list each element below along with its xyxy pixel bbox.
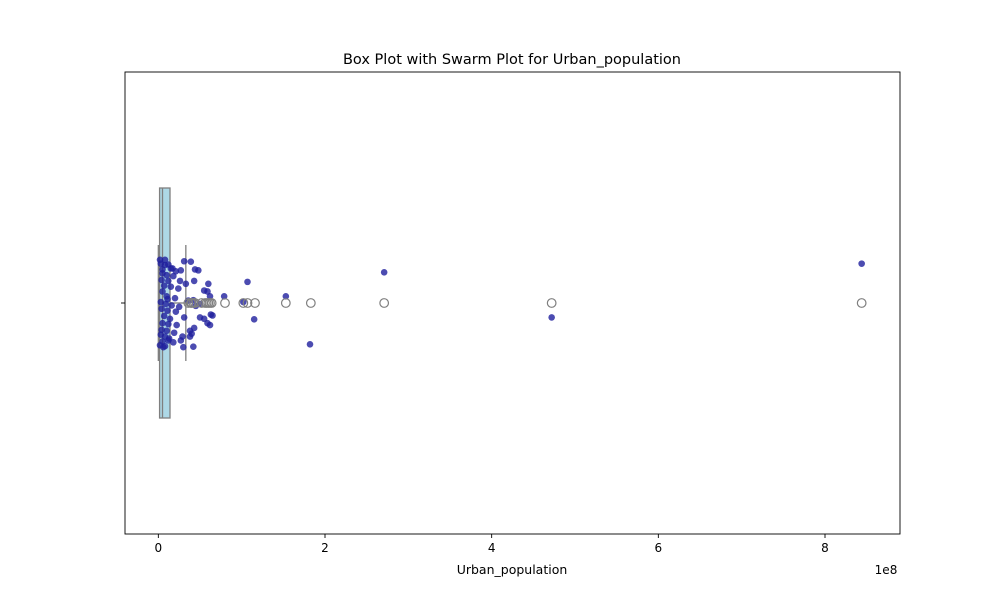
- outlier-marker: [242, 298, 253, 308]
- swarm-point: [282, 292, 290, 300]
- swarm-point: [161, 256, 169, 264]
- x-axis: 0 2 4 6 8: [121, 302, 829, 555]
- swarm-point: [220, 292, 228, 300]
- x-tick-label: 0: [155, 541, 163, 555]
- outlier-marker: [856, 298, 867, 308]
- swarm-point: [170, 339, 177, 346]
- swarm-point: [169, 265, 176, 272]
- swarm-point: [159, 319, 166, 327]
- swarm-point: [196, 314, 204, 321]
- swarm-point: [187, 258, 195, 266]
- swarm-point: [177, 267, 185, 274]
- outlier-marker: [250, 298, 260, 308]
- swarm-point: [156, 256, 164, 264]
- outlier-marker: [305, 298, 316, 308]
- swarm-point: [190, 343, 197, 350]
- swarm-point: [160, 312, 168, 320]
- swarm-point: [175, 285, 182, 292]
- swarm-point: [157, 298, 165, 306]
- swarm-point: [180, 343, 187, 351]
- outlier-marker: [546, 298, 557, 308]
- swarm-point: [182, 280, 190, 288]
- swarm-point: [176, 277, 184, 285]
- swarm-point: [164, 295, 171, 303]
- swarm-point: [166, 315, 174, 323]
- outlier-marker: [190, 298, 200, 308]
- swarm-point: [163, 327, 170, 335]
- outlier-marker: [183, 298, 194, 308]
- swarm-point: [163, 271, 170, 279]
- swarm-point: [195, 267, 202, 274]
- swarm-point: [159, 288, 166, 295]
- outlier-marker: [220, 298, 230, 308]
- swarm-point: [165, 277, 172, 285]
- swarm-point: [205, 280, 212, 288]
- outlier-marker: [280, 298, 291, 308]
- swarm-point: [158, 276, 165, 284]
- swarm-point: [244, 278, 251, 286]
- swarm-point: [177, 337, 185, 344]
- swarm-point: [209, 312, 216, 319]
- swarm-point: [173, 321, 180, 329]
- outlier-marker: [379, 298, 390, 308]
- swarm-point: [158, 305, 165, 313]
- swarm-point: [160, 282, 168, 290]
- x-tick-label: 8: [821, 541, 829, 555]
- chart-title: Box Plot with Swarm Plot for Urban_popul…: [343, 52, 681, 68]
- swarm-point: [167, 283, 175, 290]
- x-axis-offset-label: 1e8: [875, 563, 898, 577]
- outlier-marker: [238, 298, 249, 308]
- swarm-point: [190, 277, 198, 285]
- swarm-point: [164, 307, 171, 314]
- x-axis-label: Urban_population: [457, 562, 568, 577]
- swarm-point: [204, 288, 211, 295]
- swarm-point: [206, 321, 214, 329]
- swarm-point: [170, 272, 177, 280]
- swarm-point: [548, 314, 555, 321]
- swarm-point: [858, 260, 865, 267]
- swarm-point: [160, 343, 167, 351]
- swarm-point: [170, 329, 178, 337]
- swarm-point: [175, 303, 183, 311]
- x-tick-label: 6: [655, 541, 663, 555]
- swarm-point: [180, 257, 188, 265]
- swarm-point: [168, 302, 175, 309]
- swarm-point: [250, 316, 258, 323]
- plot-area: [156, 187, 867, 419]
- swarm-point: [180, 314, 188, 321]
- swarm-point: [165, 337, 172, 344]
- swarm-point: [380, 268, 388, 276]
- swarm-point: [171, 294, 179, 302]
- x-tick-label: 2: [321, 541, 329, 555]
- swarm-point: [306, 340, 314, 348]
- swarm-point: [172, 308, 180, 315]
- outlier-marker: [206, 298, 217, 308]
- x-tick-label: 4: [488, 541, 496, 555]
- swarm-point: [186, 327, 194, 335]
- swarm-point: [165, 320, 172, 328]
